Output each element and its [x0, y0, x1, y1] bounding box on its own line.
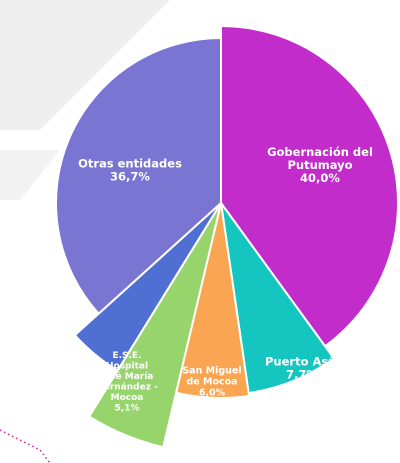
slice-label-3: San Miguel de Mocoa 6,0% [182, 365, 241, 398]
pie-labels: Gobernación del Putumayo 40,0% Puerto Asís 7… [45, 145, 373, 413]
pie-slice-1 [220, 24, 399, 348]
slice-label-line: 7,7% [286, 368, 318, 382]
slice-label-line: 5,1% [115, 403, 140, 413]
pie-slice-6 [55, 36, 222, 316]
slice-label-line: Orito [45, 364, 78, 378]
slice-label-line: Hernández - [96, 382, 158, 392]
pie-slice-4 [87, 202, 222, 449]
slice-label-line: Otras entidades [78, 157, 182, 171]
slice-label-line: E.S.E. [112, 351, 141, 361]
slice-label-line: Puerto Asís [265, 355, 339, 369]
slice-label-line: 40,0% [300, 171, 340, 185]
pie-slices [55, 24, 399, 449]
slice-label-4: E.S.E. Hospital José María Hernández -Mocoa… [96, 351, 158, 414]
slice-label-line: Putumayo [287, 158, 352, 172]
slice-label-5: Orito 4,5% [45, 364, 78, 391]
slice-label-line: Mocoa [111, 393, 144, 403]
pie-slice-5 [73, 202, 222, 373]
slice-label-6: Otras entidades 36,7% [78, 157, 182, 184]
pie-slice-2 [220, 202, 336, 395]
slice-label-line: 6,0% [199, 387, 226, 398]
slice-label-line: San Miguel [182, 365, 241, 376]
slice-label-2: Puerto Asís 7,7% [265, 355, 339, 382]
slice-label-line: de Mocoa [186, 376, 237, 387]
slice-label-line: Hospital [106, 361, 148, 371]
slice-label-line: Gobernación del [267, 145, 373, 159]
slice-label-line: José María [100, 371, 154, 382]
slice-label-line: 4,5% [45, 377, 77, 391]
slice-label-1: Gobernación del Putumayo 40,0% [267, 145, 373, 185]
slice-label-line: 36,7% [110, 170, 150, 184]
